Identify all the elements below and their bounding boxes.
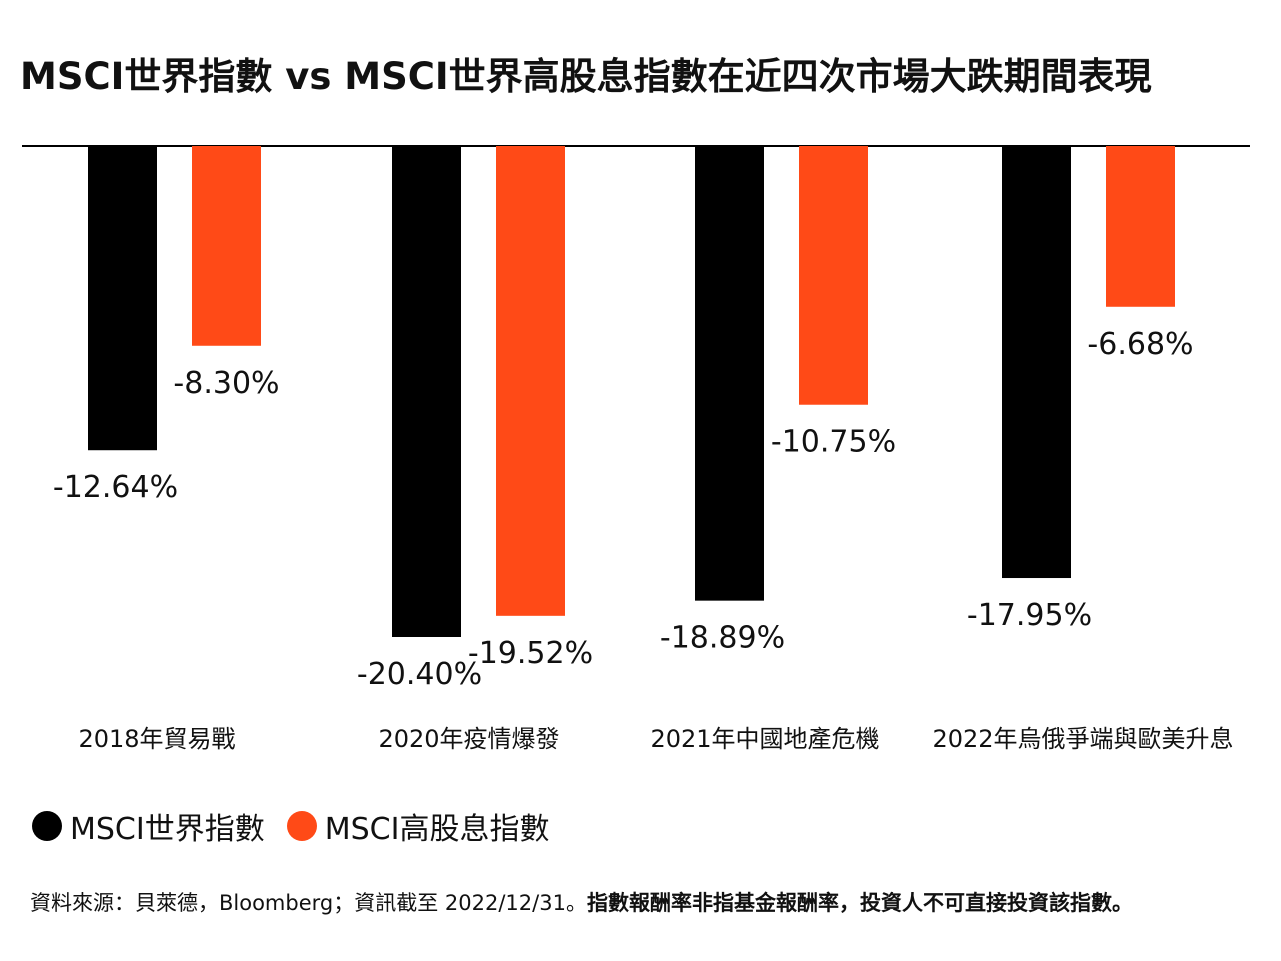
bar <box>496 146 565 616</box>
bar <box>695 146 764 601</box>
data-label: -10.75% <box>771 425 896 460</box>
category-label: 2018年貿易戰 <box>78 725 235 753</box>
bar-chart: -12.64% -8.30% 2018年貿易戰 -20.40%-19.52% 2020年… <box>22 145 1250 753</box>
bar <box>799 146 868 405</box>
bar <box>192 146 261 346</box>
bar <box>1106 146 1175 307</box>
data-label: -12.64% <box>53 470 178 505</box>
category-label: 2021年中國地產危機 <box>650 725 879 753</box>
data-label: -8.30% <box>173 366 279 401</box>
legend: MSCI世界指數 MSCI高股息指數 <box>32 804 571 848</box>
data-label: -6.68% <box>1087 327 1193 362</box>
bar <box>1002 146 1071 579</box>
source-text: 資料來源：貝萊德，Bloomberg；資訊截至 2022/12/31。 <box>30 891 587 915</box>
bar <box>88 146 157 451</box>
data-label: -19.52% <box>468 636 593 671</box>
data-label: -20.40% <box>357 657 482 692</box>
footer-note: 資料來源：貝萊德，Bloomberg；資訊截至 2022/12/31。指數報酬率… <box>30 887 1133 917</box>
category-label: 2022年烏俄爭端與歐美升息 <box>932 725 1233 753</box>
category-label: 2020年疫情爆發 <box>378 725 559 753</box>
legend-item-msci-world: MSCI世界指數 <box>32 804 265 848</box>
legend-item-msci-high-dividend: MSCI高股息指數 <box>286 804 550 848</box>
legend-swatch-orange <box>286 811 317 841</box>
chart-title: MSCI世界指數 vs MSCI世界高股息指數在近四次市場大跌期間表現 <box>20 55 1152 98</box>
data-label: -18.89% <box>660 621 785 656</box>
data-label: -17.95% <box>967 598 1092 633</box>
disclaimer-text: 指數報酬率非指基金報酬率，投資人不可直接投資該指數。 <box>586 891 1133 915</box>
bar <box>392 146 461 637</box>
legend-swatch-black <box>32 811 62 841</box>
legend-label: MSCI高股息指數 <box>324 812 550 847</box>
legend-label: MSCI世界指數 <box>70 812 265 847</box>
